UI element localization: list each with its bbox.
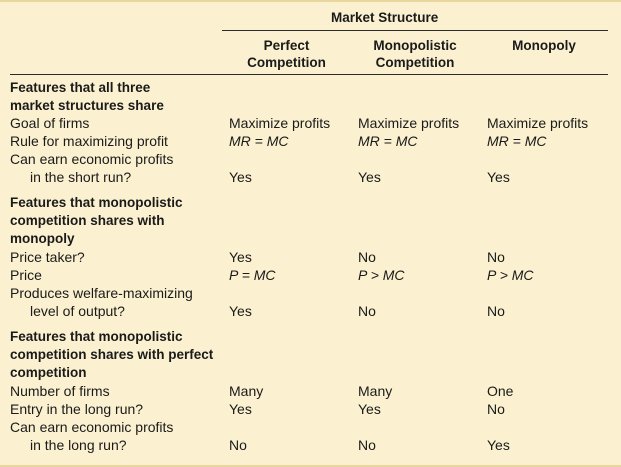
- row-label: Price: [10, 267, 42, 283]
- cell: No: [229, 437, 247, 453]
- column-header-monopoly: Monopoly: [512, 38, 576, 53]
- section-heading: competition shares with: [10, 213, 165, 228]
- cell: No: [358, 437, 376, 453]
- cell: Maximize profits: [229, 115, 331, 131]
- cell: MR = MC: [487, 133, 547, 149]
- section-heading: Features that monopolistic: [10, 329, 183, 344]
- cell: P > MC: [358, 267, 405, 283]
- section-heading: market structures share: [10, 98, 164, 113]
- row-label: Goal of firms: [10, 115, 90, 131]
- cell: One: [487, 383, 514, 399]
- row-label: Number of firms: [10, 383, 110, 399]
- group-title-rule: [222, 30, 608, 31]
- cell: Yes: [358, 169, 381, 185]
- cell: No: [358, 249, 376, 265]
- cell: MR = MC: [358, 133, 418, 149]
- cell: No: [487, 249, 505, 265]
- row-label: Produces welfare-maximizing: [10, 285, 193, 301]
- cell: Yes: [229, 169, 252, 185]
- cell: No: [487, 401, 505, 417]
- row-label: level of output?: [30, 303, 125, 319]
- row-label: in the long run?: [30, 437, 127, 453]
- row-label: Rule for maximizing profit: [10, 133, 168, 149]
- cell: Maximize profits: [487, 115, 589, 131]
- cell: No: [487, 303, 505, 319]
- cell: Yes: [229, 401, 252, 417]
- column-header-monopolistic-competition: Monopolistic Competition: [373, 38, 457, 70]
- cell: P = MC: [229, 267, 276, 283]
- section-heading: Features that monopolistic: [10, 195, 183, 210]
- cell: Yes: [229, 303, 252, 319]
- cell: Maximize profits: [358, 115, 460, 131]
- column-header-perfect-competition: Perfect Competition: [247, 38, 326, 70]
- row-label: in the short run?: [30, 169, 132, 185]
- row-label: Price taker?: [10, 249, 85, 265]
- cell: Yes: [487, 169, 510, 185]
- group-title: Market Structure: [331, 10, 439, 25]
- section-heading: competition: [10, 365, 87, 380]
- section-heading: competition shares with perfect: [10, 347, 214, 362]
- section-heading: Features that all three: [10, 80, 151, 95]
- cell: Yes: [487, 437, 510, 453]
- cell: Yes: [229, 249, 252, 265]
- cell: Yes: [358, 401, 381, 417]
- header-rule: [10, 74, 608, 75]
- cell: Many: [229, 383, 264, 399]
- row-label: Can earn economic profits: [10, 419, 174, 435]
- cell: P > MC: [487, 267, 534, 283]
- section-heading: monopoly: [10, 231, 75, 246]
- row-label: Can earn economic profits: [10, 151, 174, 167]
- cell: No: [358, 303, 376, 319]
- cell: MR = MC: [229, 133, 289, 149]
- row-label: Entry in the long run?: [10, 401, 144, 417]
- cell: Many: [358, 383, 393, 399]
